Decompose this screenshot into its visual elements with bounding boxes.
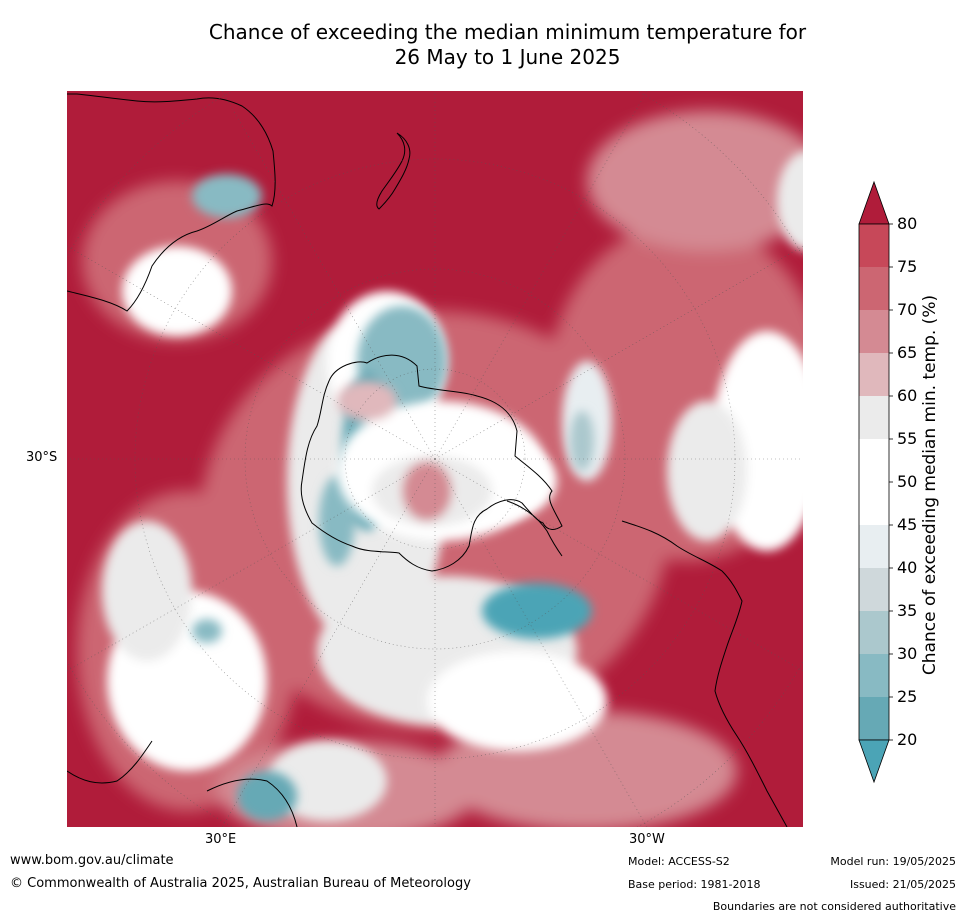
colorbar-tick-label: 65 xyxy=(897,343,918,362)
colorbar-tick-label: 25 xyxy=(897,687,918,706)
title-line-2: 26 May to 1 June 2025 xyxy=(394,45,621,69)
colorbar-segment xyxy=(859,396,889,439)
south-america-coastline xyxy=(621,520,788,827)
graticule xyxy=(67,91,803,827)
antarctica-coastline xyxy=(300,354,563,572)
copyright-text: © Commonwealth of Australia 2025, Austra… xyxy=(10,876,471,891)
colorbar-segment xyxy=(859,654,889,697)
colorbar-tick-label: 20 xyxy=(897,730,918,749)
base-period-text: Base period: 1981-2018 xyxy=(628,878,761,891)
colorbar-tick-label: 70 xyxy=(897,300,918,319)
website-link[interactable]: www.bom.gov.au/climate xyxy=(10,853,174,868)
model-run-text: Model run: 19/05/2025 xyxy=(830,855,956,868)
colorbar-tick-label: 45 xyxy=(897,515,918,534)
colorbar-tick-label: 80 xyxy=(897,214,918,233)
colorbar-segment xyxy=(859,353,889,396)
australia-coastline xyxy=(67,93,276,312)
antarctic-peninsula-coastline xyxy=(506,500,563,557)
colorbar-segment xyxy=(859,611,889,654)
colorbar-tick-label: 30 xyxy=(897,644,918,663)
colorbar-tick-label: 75 xyxy=(897,257,918,276)
model-text: Model: ACCESS-S2 xyxy=(628,855,730,868)
colorbar-segment xyxy=(859,224,889,267)
new-zealand-coastline xyxy=(376,132,411,210)
colorbar-segment xyxy=(859,310,889,353)
longitude-label-30e: 30°E xyxy=(205,832,237,847)
colorbar-segment xyxy=(859,482,889,525)
colorbar-segment xyxy=(859,439,889,482)
colorbar-tick-label: 40 xyxy=(897,558,918,577)
colorbar-label: Chance of exceeding median min. temp. (%… xyxy=(920,294,940,676)
issued-text: Issued: 21/05/2025 xyxy=(849,878,956,891)
latitude-label-30s: 30°S xyxy=(26,450,58,465)
antarctica xyxy=(337,381,547,541)
chart-title: Chance of exceeding the median minimum t… xyxy=(60,20,955,70)
longitude-label-30w: 30°W xyxy=(629,832,665,847)
colorbar-tick-label: 35 xyxy=(897,601,918,620)
title-line-1: Chance of exceeding the median minimum t… xyxy=(208,20,807,44)
colorbar-tick-label: 50 xyxy=(897,472,918,491)
disclaimer-text: Boundaries are not considered authoritat… xyxy=(712,900,956,913)
colorbar-segment xyxy=(859,267,889,310)
africa-coastline xyxy=(67,740,298,827)
probability-map xyxy=(67,91,803,827)
colorbar-top-arrow xyxy=(858,180,890,225)
coastlines xyxy=(67,93,788,827)
colorbar-tick-label: 55 xyxy=(897,429,918,448)
colorbar-segment xyxy=(859,697,889,740)
colorbar-segment xyxy=(859,568,889,611)
colorbar-bottom-arrow xyxy=(858,739,890,784)
colorbar xyxy=(858,180,893,784)
colorbar-tick-label: 60 xyxy=(897,386,918,405)
colorbar-segment xyxy=(859,525,889,568)
